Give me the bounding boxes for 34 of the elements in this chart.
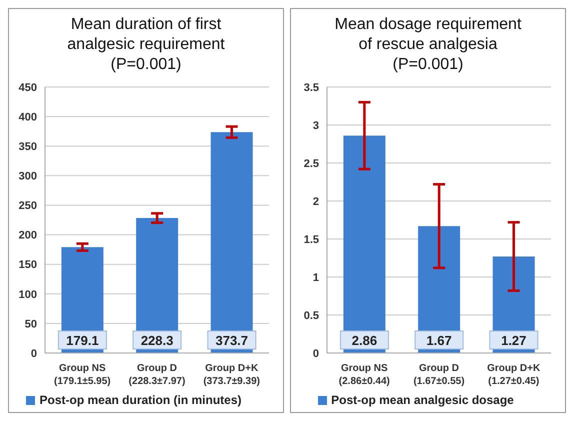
y-tick-label: 1 (312, 272, 319, 284)
y-tick-label: 0 (30, 348, 37, 360)
chart-title: Mean dosage requirement of rescue analgesia (P=0.001) (334, 15, 522, 75)
y-tick-label: 200 (18, 230, 37, 242)
x-tick-label: Group D (1.67±0.55) (413, 363, 465, 387)
y-tick-label: 3.5 (304, 82, 319, 94)
y-tick-label: 100 (18, 288, 37, 301)
legend-label: Post-op mean analgesic dosage (331, 393, 514, 407)
data-label: 1.27 (501, 333, 526, 348)
y-tick-label: 300 (18, 170, 37, 183)
y-tick-label: 400 (18, 111, 37, 124)
y-tick-label: 2.5 (304, 158, 319, 170)
y-tick-label: 450 (18, 82, 37, 94)
data-label: 228.3 (140, 333, 174, 348)
x-tick-label: Group NS (2.86±0.44) (338, 363, 390, 387)
y-tick-label: 0.5 (304, 310, 319, 322)
y-tick-label: 2 (312, 196, 319, 208)
data-label: 373.7 (215, 333, 248, 348)
y-tick-label: 150 (18, 259, 37, 272)
y-tick-label: 250 (18, 200, 37, 212)
y-tick-label: 50 (24, 318, 37, 330)
y-tick-label: 350 (18, 141, 37, 154)
x-tick-label: Group D+K (373.7±9.39) (203, 363, 260, 387)
legend-label: Post-op mean duration (in minutes) (39, 393, 242, 407)
chart-title: Mean duration of first analgesic requirement (P=0.001) (66, 15, 226, 75)
data-label: 2.86 (352, 333, 378, 348)
x-tick-label: Group D (228.3±7.97) (128, 363, 186, 387)
y-tick-label: 3 (312, 120, 319, 132)
data-label: 179.1 (66, 333, 99, 348)
x-tick-label: Group NS (179.1±5.95) (54, 363, 111, 387)
data-label: 1.67 (426, 333, 452, 348)
x-tick-label: Group D+K (1.27±0.45) (487, 363, 541, 387)
y-tick-label: 1.5 (304, 234, 319, 246)
y-tick-label: 0 (312, 348, 319, 360)
